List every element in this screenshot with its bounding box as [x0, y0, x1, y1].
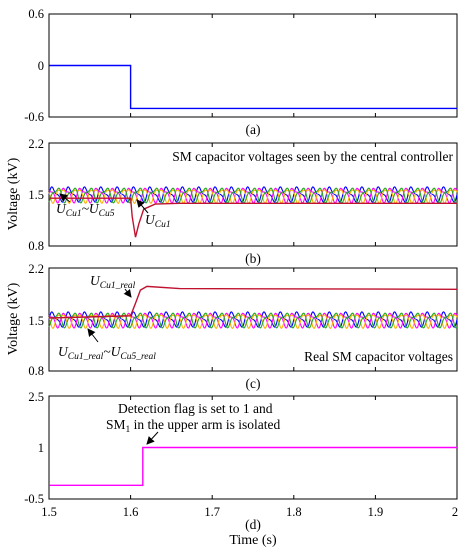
- panel-b-xticks: [48, 143, 458, 246]
- ripple-series-4: [48, 312, 458, 329]
- panel-a-ytick-bottom: -0.6: [24, 110, 44, 124]
- panel-d-annotation-line2: SM1 in the upper arm is isolated: [106, 417, 280, 435]
- panel-a-label: (a): [246, 122, 261, 137]
- panel-d-flag-line: [49, 446, 457, 486]
- ripple-series-4: [48, 187, 458, 204]
- panel-d-label: (d): [245, 517, 261, 532]
- panel-c-ylabel: Voltage (kV): [6, 282, 21, 355]
- panel-b-ytick-mid: 1.5: [28, 188, 44, 202]
- panel-a: 0.6 0 -0.6 (a): [24, 7, 458, 137]
- xtick-label-1.5: 1.5: [41, 505, 57, 519]
- panel-a-ytick-mid: 0: [38, 59, 44, 73]
- panel-c-title: Real SM capacitor voltages: [304, 349, 453, 364]
- panel-d: 2.5 1 -0.5 1.5 1.6 1.7 1.8 1.9 2 Detecti…: [24, 390, 458, 548]
- panel-b-ucu1-label: UCu1: [145, 212, 171, 230]
- ripple-series-1: [48, 311, 458, 328]
- panel-c-ucu1-real-arrow: [123, 288, 132, 298]
- panel-c-ucu1-real-line: [48, 285, 458, 319]
- panel-d-ytick-top: 2.5: [28, 390, 44, 404]
- ripple-series-3: [48, 314, 458, 329]
- ripple-series-2: [48, 312, 458, 329]
- panel-b: 2.2 1.5 0.8 Voltage (kV) SM capacitor vo…: [6, 137, 458, 266]
- panel-d-ytick-mid: 1: [38, 441, 44, 455]
- xtick-label-2: 2: [452, 505, 458, 519]
- panel-c-ucu1-real-label: UCu1_real: [90, 273, 136, 291]
- panel-a-ytick-top: 0.6: [28, 7, 44, 21]
- xtick-label-1.7: 1.7: [204, 505, 220, 519]
- ripple-series-3: [48, 189, 458, 204]
- panel-b-ylabel: Voltage (kV): [6, 157, 21, 230]
- xtick-label-1.8: 1.8: [286, 505, 302, 519]
- panel-b-ripple-series: [48, 186, 458, 204]
- xtick-label-1.6: 1.6: [123, 505, 139, 519]
- panel-b-ytick-top: 2.2: [28, 137, 44, 151]
- panel-c-range-arrow: [87, 328, 99, 343]
- panel-c: 2.2 1.5 0.8 Voltage (kV) UCu1_real UCu1_…: [6, 262, 458, 391]
- panel-d-ytick-bottom: -0.5: [24, 492, 44, 506]
- panel-b-range-arrow: [59, 193, 71, 203]
- panel-b-ytick-bottom: 0.8: [28, 239, 44, 253]
- panel-a-flag-line: [49, 64, 457, 110]
- panel-c-ytick-top: 2.2: [28, 262, 44, 276]
- panel-d-annotation-arrow: [146, 431, 159, 445]
- panel-c-xticks: [48, 268, 458, 371]
- panel-c-label: (c): [246, 376, 261, 391]
- panel-b-range-label: UCu1~UCu5: [56, 201, 115, 219]
- panel-b-ucu1-arrow: [136, 199, 149, 214]
- panel-c-ytick-mid: 1.5: [28, 314, 44, 328]
- panel-c-range-label: UCu1_real~UCu5_real: [58, 344, 156, 362]
- panel-d-annotation-line1: Detection flag is set to 1 and: [118, 401, 273, 416]
- xtick-label-1.9: 1.9: [368, 505, 384, 519]
- panel-a-xticks: [48, 14, 458, 117]
- panel-b-label: (b): [245, 251, 261, 266]
- ripple-series-1: [48, 186, 458, 203]
- panel-b-ucu1-line: [49, 197, 457, 238]
- x-axis-title: Time (s): [229, 533, 277, 548]
- panel-d-xticks: [48, 396, 458, 499]
- panel-c-ytick-bottom: 0.8: [28, 364, 44, 378]
- panel-b-title: SM capacitor voltages seen by the centra…: [172, 149, 453, 164]
- panel-d-xtick-labels: 1.5 1.6 1.7 1.8 1.9 2: [41, 505, 458, 519]
- panel-c-ripple-series: [48, 311, 458, 329]
